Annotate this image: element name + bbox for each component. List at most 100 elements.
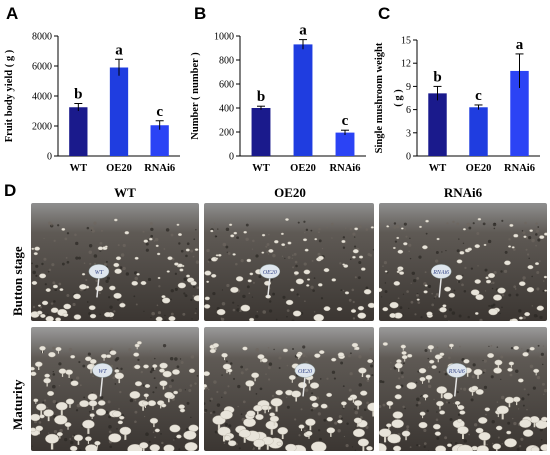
mushroom-cap (382, 307, 389, 312)
soil-speck (145, 248, 149, 252)
soil-speck (342, 236, 346, 239)
soil-speck (466, 222, 471, 227)
soil-speck (531, 305, 533, 307)
soil-speck (232, 308, 236, 312)
soil-speck (99, 241, 103, 245)
soil-speck (225, 245, 229, 249)
soil-speck (69, 438, 72, 440)
soil-speck (456, 249, 460, 253)
mushroom-cap (82, 419, 95, 429)
soil-speck (309, 270, 312, 273)
mushroom-cap (65, 369, 73, 375)
soil-speck (226, 251, 228, 253)
soil-speck (400, 371, 404, 375)
soil-speck (194, 382, 197, 385)
soil-speck (162, 344, 167, 348)
soil-speck (65, 257, 68, 259)
soil-speck (326, 227, 328, 229)
significance-label: b (257, 89, 265, 105)
soil-speck (51, 263, 55, 267)
soil-speck (403, 228, 407, 231)
soil-speck (525, 236, 529, 240)
soil-speck (433, 398, 435, 401)
mushroom-cap (529, 229, 533, 232)
mushroom-cap (370, 226, 374, 229)
mushroom-cap (253, 439, 265, 448)
soil-speck (394, 240, 398, 243)
mushroom-cap (253, 404, 263, 412)
soil-speck (501, 306, 503, 309)
mushroom-cap (544, 289, 547, 292)
mushroom-cap (261, 404, 269, 411)
mushroom-cap (89, 413, 95, 418)
soil-speck (409, 257, 412, 260)
soil-speck (284, 257, 286, 260)
soil-speck (135, 303, 138, 306)
mushroom-cap (39, 345, 46, 351)
mushroom-cap (240, 304, 251, 312)
soil-speck (119, 266, 123, 269)
mushroom-cap (143, 364, 149, 369)
bar (109, 67, 129, 156)
soil-speck (304, 388, 309, 392)
soil-speck (137, 358, 140, 362)
soil-speck (296, 293, 299, 296)
mushroom-cap (386, 225, 390, 228)
mushroom-cap (424, 284, 428, 287)
soil-speck (352, 317, 356, 320)
mushroom-cap (209, 348, 216, 354)
mushroom-cap (496, 405, 509, 415)
soil-speck (515, 293, 519, 297)
soil-speck (68, 347, 73, 352)
mushroom-cap (459, 251, 465, 255)
soil-speck (52, 384, 56, 389)
mushroom-cap (114, 372, 124, 380)
mushroom-cap (277, 427, 289, 435)
soil-speck (522, 276, 526, 280)
soil-speck (403, 362, 405, 365)
mushroom-cap (418, 421, 428, 429)
tag-label (88, 264, 110, 279)
soil-speck (266, 243, 270, 246)
soil-speck (240, 413, 243, 415)
tag-label (92, 363, 113, 378)
soil-speck (510, 347, 514, 350)
mushroom-cap (84, 356, 92, 362)
y-tick-label: 6 (406, 105, 411, 116)
mushroom-cap (426, 311, 433, 317)
mushroom-cap (47, 390, 55, 396)
soil-speck (354, 245, 357, 248)
mushroom-cap (85, 436, 92, 442)
soil-speck (526, 253, 530, 256)
soil-speck (402, 293, 405, 295)
soil-speck (423, 445, 426, 448)
soil-speck (43, 237, 45, 240)
soil-speck (496, 401, 499, 403)
mushroom-cap (149, 444, 160, 451)
photo-col-label-rnai6: RNAi6 (443, 185, 483, 200)
soil-speck (152, 391, 155, 394)
soil-speck (47, 270, 50, 273)
soil-speck (517, 408, 520, 410)
mushroom-cap (37, 304, 42, 307)
mushroom-cap (309, 395, 317, 402)
mushroom-cap (454, 400, 461, 405)
mushroom-cap (431, 365, 437, 369)
soil-speck (471, 375, 475, 379)
soil-speck (503, 269, 508, 274)
soil-speck (531, 275, 533, 278)
mushroom-cap (142, 401, 149, 406)
soil-speck (345, 443, 349, 448)
mushroom-cap (269, 415, 279, 423)
soil-speck (122, 266, 126, 271)
mushroom-cap (519, 419, 532, 428)
mushroom-cap (235, 276, 244, 282)
soil-speck (342, 385, 345, 388)
soil-speck (57, 224, 60, 227)
soil-speck (174, 357, 178, 361)
mushroom-cap (73, 434, 84, 442)
soil-speck (514, 288, 517, 290)
soil-speck (407, 307, 410, 310)
mushroom-cap (497, 287, 506, 294)
soil-speck (416, 444, 419, 447)
